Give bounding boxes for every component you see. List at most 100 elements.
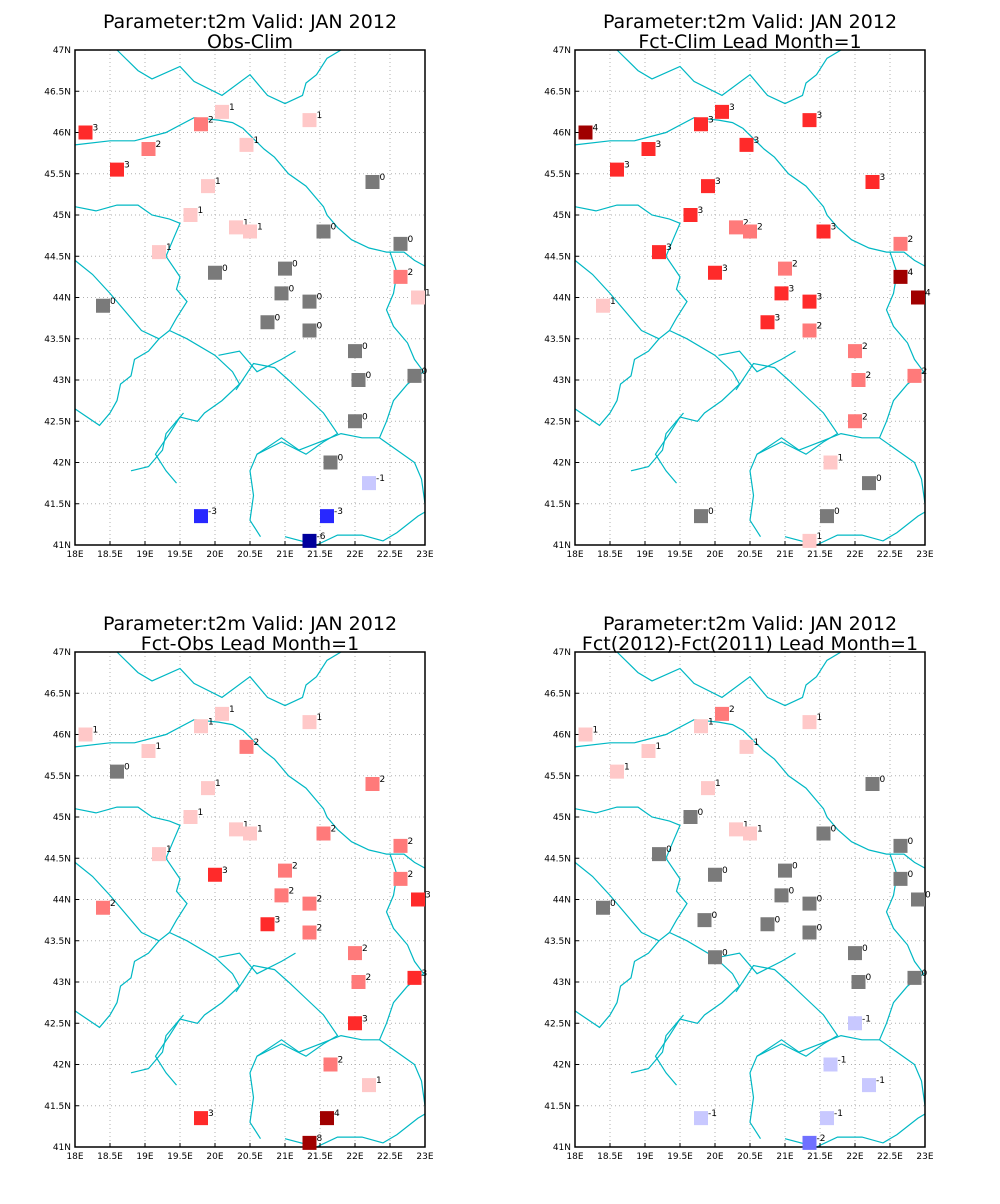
station-marker bbox=[610, 764, 624, 779]
station-value-label: 1 bbox=[593, 726, 599, 736]
station-marker bbox=[348, 946, 362, 961]
x-tick-label: 19E bbox=[636, 550, 653, 560]
station-marker bbox=[201, 179, 215, 194]
station-marker bbox=[302, 715, 317, 730]
x-tick-label: 23E bbox=[916, 1152, 933, 1162]
x-tick-label: 19.5E bbox=[167, 1152, 193, 1162]
station-value-label: 0 bbox=[831, 825, 837, 835]
panel-title: Parameter:t2m Valid: JAN 2012 bbox=[603, 613, 897, 635]
station-marker bbox=[208, 867, 222, 882]
station-marker bbox=[274, 286, 289, 301]
station-marker bbox=[141, 744, 156, 758]
station-value-label: 2 bbox=[254, 738, 260, 748]
station-value-label: 3 bbox=[708, 115, 714, 125]
map-border-line bbox=[878, 251, 925, 439]
station-marker bbox=[743, 826, 757, 841]
station-value-label: 0 bbox=[880, 775, 886, 785]
station-marker bbox=[694, 719, 708, 734]
station-value-label: 1 bbox=[229, 103, 235, 113]
map-border-line bbox=[574, 204, 688, 331]
y-tick-label: 47N bbox=[553, 648, 571, 658]
y-tick-label: 42.5N bbox=[44, 1019, 71, 1029]
y-tick-label: 44.5N bbox=[44, 252, 71, 262]
station-marker bbox=[316, 826, 331, 841]
y-tick-label: 41N bbox=[53, 541, 71, 551]
station-marker bbox=[820, 509, 834, 524]
map-border-line bbox=[116, 49, 342, 105]
station-marker bbox=[239, 137, 254, 152]
station-value-label: 0 bbox=[110, 297, 116, 307]
station-value-label: 0 bbox=[289, 284, 295, 294]
x-tick-label: 21E bbox=[776, 550, 793, 560]
y-tick-label: 42.5N bbox=[544, 1019, 571, 1029]
y-tick-label: 42N bbox=[553, 459, 571, 469]
station-marker bbox=[701, 781, 715, 796]
station-value-label: 3 bbox=[425, 891, 431, 901]
station-value-label: 1 bbox=[198, 808, 204, 818]
map-border-line bbox=[574, 117, 926, 267]
station-value-label: 4 bbox=[908, 268, 914, 278]
station-marker bbox=[411, 290, 425, 305]
x-tick-label: 20E bbox=[706, 550, 723, 560]
station-marker bbox=[229, 822, 243, 837]
station-value-label: 2 bbox=[408, 837, 414, 847]
x-tick-label: 19.5E bbox=[667, 550, 693, 560]
y-tick-label: 47N bbox=[53, 648, 71, 658]
x-tick-label: 21.5E bbox=[807, 550, 833, 560]
station-value-label: 2 bbox=[208, 115, 214, 125]
station-marker bbox=[96, 298, 110, 313]
x-tick-label: 21E bbox=[276, 550, 293, 560]
map-border-line bbox=[235, 362, 339, 538]
station-marker bbox=[802, 323, 817, 338]
station-marker bbox=[407, 970, 422, 985]
x-tick-label: 20.5E bbox=[237, 550, 263, 560]
map-border-line bbox=[74, 330, 170, 427]
map-border-line bbox=[74, 204, 188, 331]
map-border-line bbox=[74, 719, 426, 869]
x-tick-label: 19.5E bbox=[667, 1152, 693, 1162]
station-marker bbox=[393, 838, 408, 853]
map-border-line bbox=[735, 362, 839, 538]
station-value-label: 0 bbox=[817, 895, 823, 905]
station-marker bbox=[243, 826, 257, 841]
map-border-line bbox=[574, 806, 688, 933]
station-marker bbox=[393, 871, 408, 886]
y-tick-label: 47N bbox=[553, 46, 571, 56]
station-marker bbox=[229, 220, 243, 235]
station-marker bbox=[274, 888, 289, 903]
station-marker bbox=[911, 290, 925, 305]
map-border-line bbox=[130, 1014, 184, 1074]
station-value-label: 0 bbox=[422, 367, 428, 377]
station-value-label: 0 bbox=[775, 915, 781, 925]
map-border-line bbox=[130, 412, 184, 472]
station-marker bbox=[320, 1111, 334, 1126]
station-marker bbox=[152, 847, 166, 862]
panel-subtitle: Fct-Obs Lead Month=1 bbox=[141, 633, 359, 655]
station-marker bbox=[729, 822, 743, 837]
station-value-label: 2 bbox=[862, 412, 868, 422]
station-marker bbox=[715, 104, 729, 119]
map-border-line bbox=[256, 1034, 426, 1106]
station-marker bbox=[708, 867, 722, 882]
station-marker bbox=[848, 946, 862, 961]
station-value-label: 2 bbox=[408, 268, 414, 278]
station-value-label: 0 bbox=[866, 973, 872, 983]
x-tick-label: 22E bbox=[846, 550, 863, 560]
x-tick-label: 18E bbox=[566, 1152, 583, 1162]
station-marker bbox=[365, 175, 380, 189]
station-marker bbox=[823, 455, 838, 470]
station-value-label: -2 bbox=[817, 1134, 826, 1144]
station-marker bbox=[302, 533, 317, 548]
y-tick-label: 43.5N bbox=[44, 335, 71, 345]
station-marker bbox=[652, 245, 666, 260]
station-marker bbox=[848, 344, 862, 359]
station-marker bbox=[578, 727, 593, 742]
map-border-line bbox=[154, 931, 241, 1086]
station-marker bbox=[907, 970, 922, 985]
station-value-label: 2 bbox=[292, 862, 298, 872]
station-marker bbox=[411, 892, 425, 907]
y-tick-label: 41.5N bbox=[44, 1102, 71, 1112]
station-marker bbox=[893, 871, 908, 886]
map-border-line bbox=[616, 49, 842, 105]
x-tick-label: 22E bbox=[846, 1152, 863, 1162]
